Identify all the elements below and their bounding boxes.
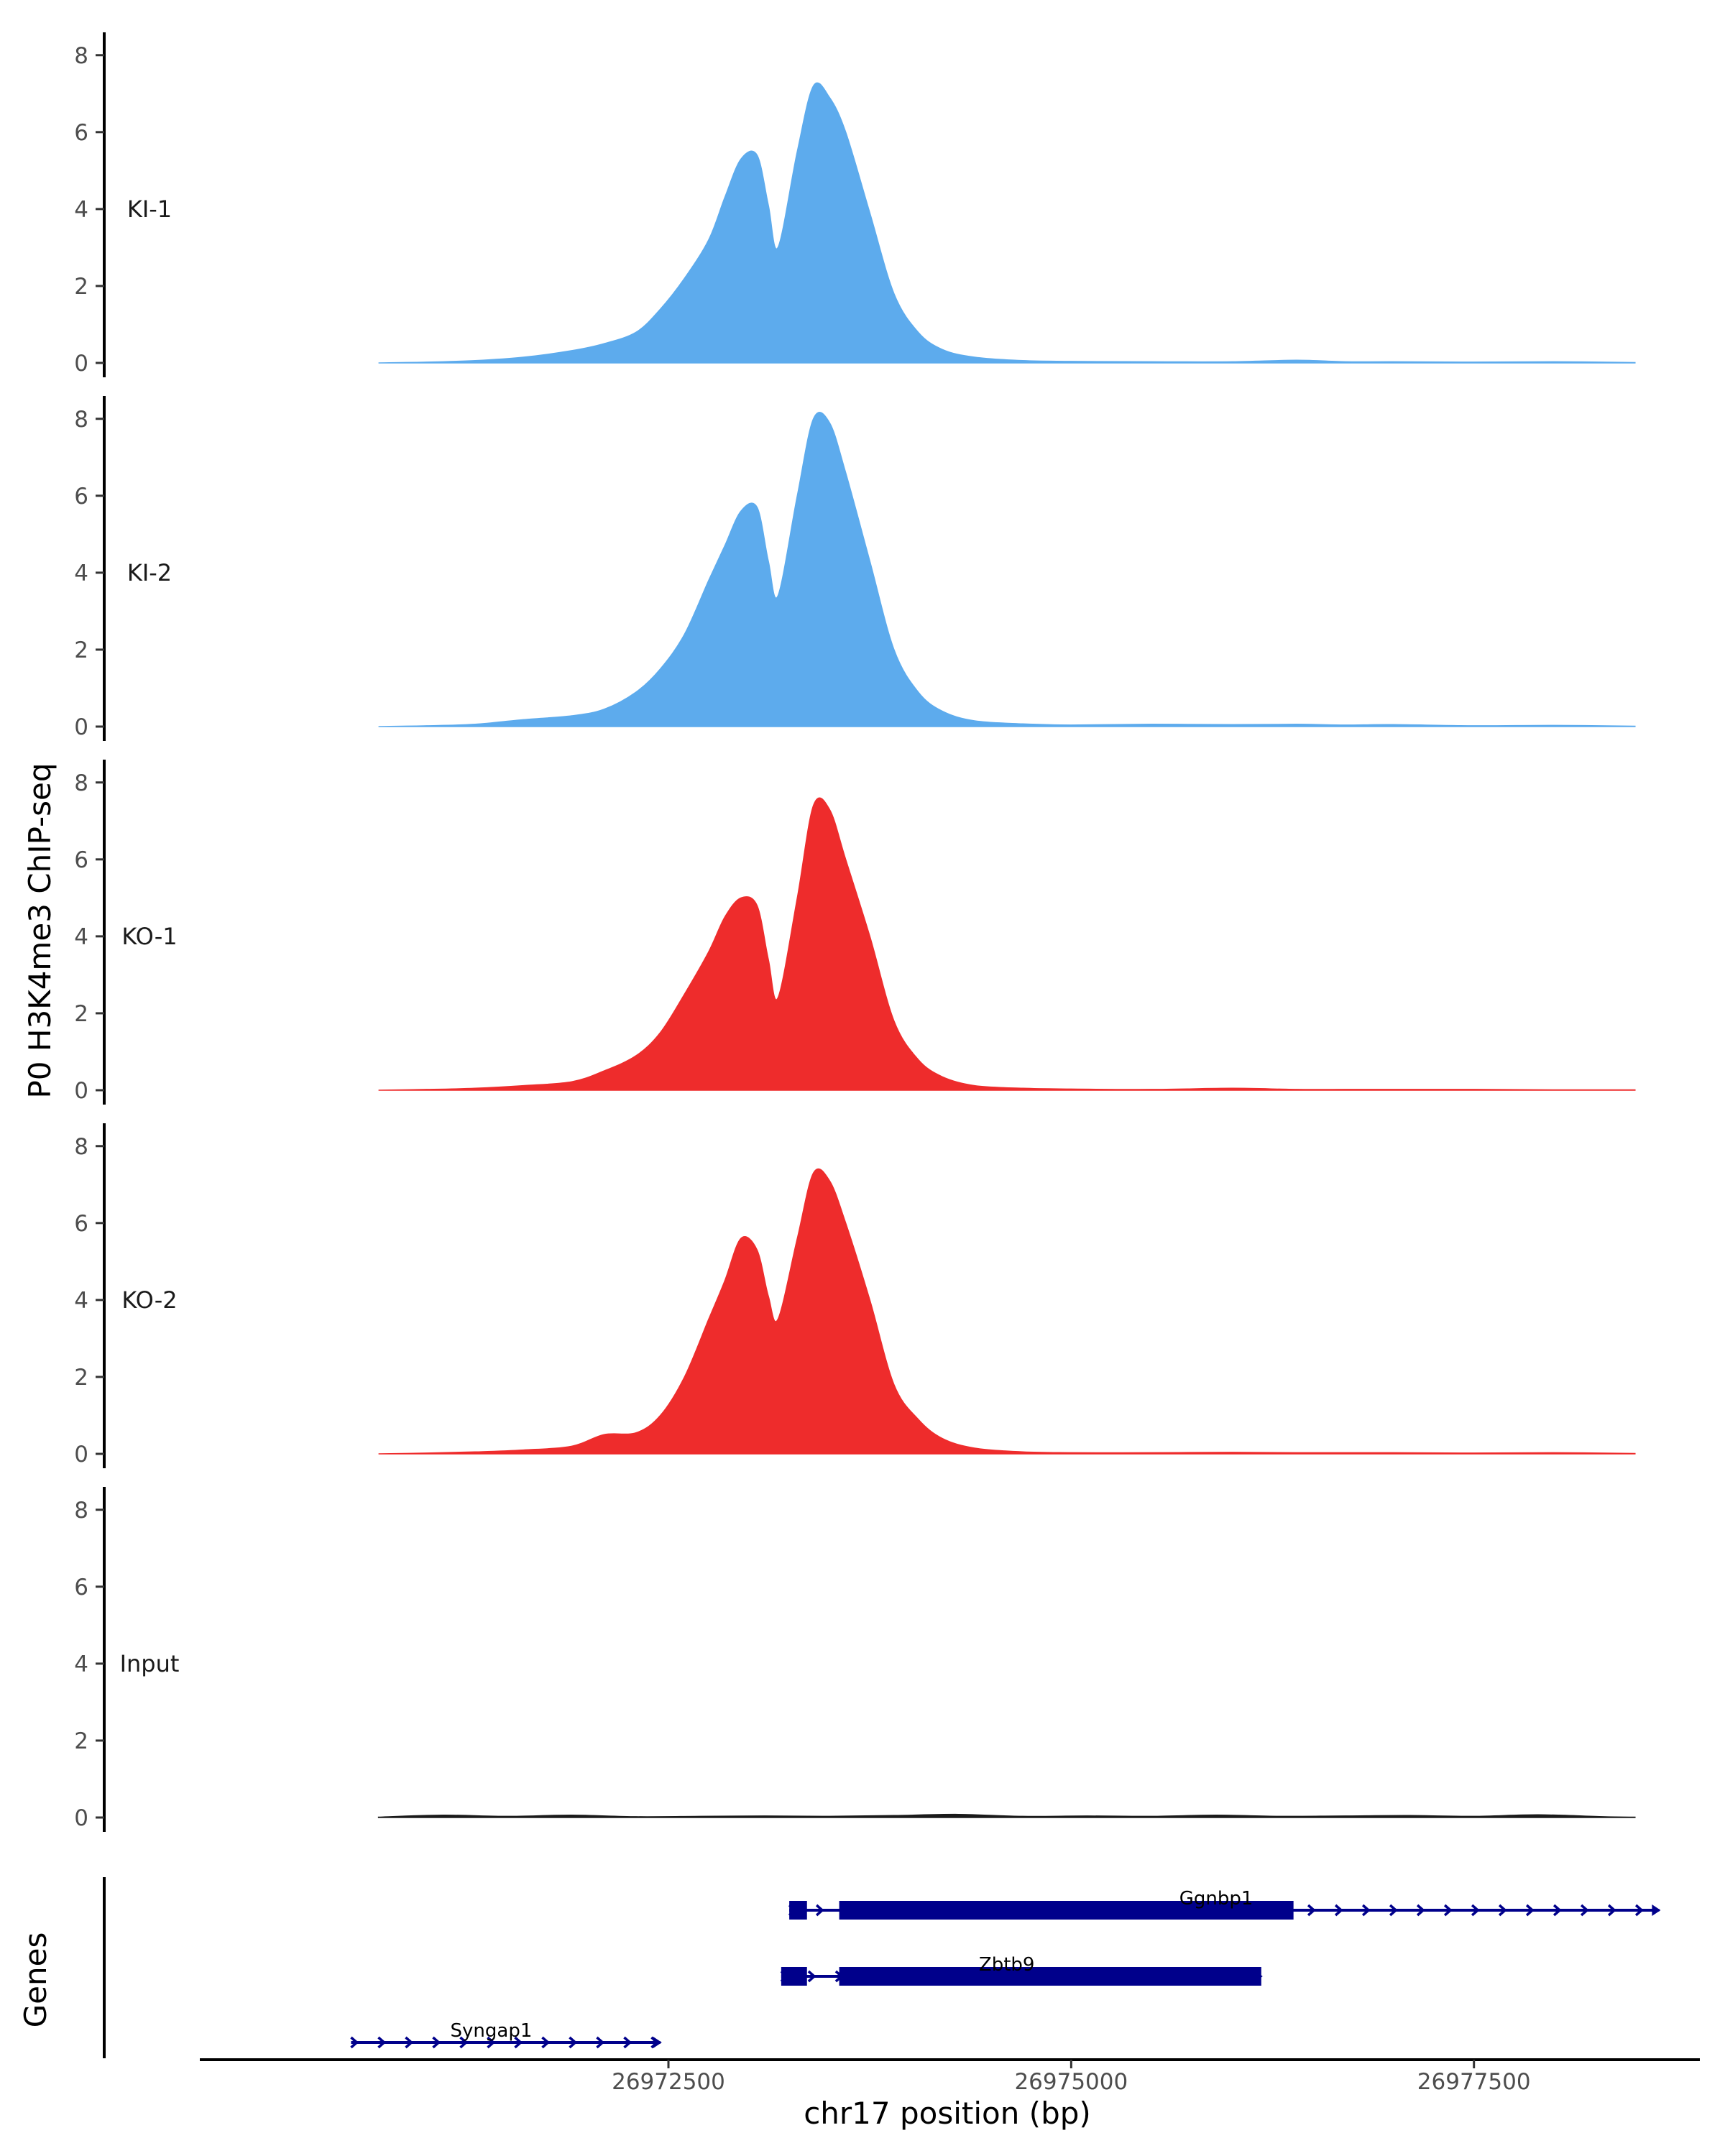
strand-arrow [807,1970,816,1983]
y-tick-label: 0 [74,1442,88,1468]
x-axis-title: chr17 position (bp) [804,2096,1091,2131]
y-tick-label: 4 [74,197,88,223]
gene-syngap1: Syngap1 [350,2020,662,2049]
track-panel-ki-1: 0 2 4 6 8 KI-1 [74,32,1636,377]
coverage-area-ki-2 [378,411,1636,727]
gene-exon [839,1901,1294,1920]
strand-arrow [1525,1904,1535,1917]
strand-arrow [815,1904,824,1917]
y-tick-label: 8 [74,407,88,433]
y-tick-label: 6 [74,484,88,510]
y-tick-label: 4 [74,1288,88,1314]
strand-arrow [405,2036,414,2049]
coverage-area-ko-2 [378,1168,1636,1455]
strand-arrow [1607,1904,1616,1917]
track-panel-input: 0 2 4 6 8 Input [74,1487,1636,1832]
y-tick-label: 2 [74,1728,88,1754]
y-tick-label: 6 [74,1211,88,1237]
strand-arrow [1498,1904,1507,1917]
track-label-ki-1: KI-1 [127,195,172,223]
y-tick-label: 2 [74,637,88,663]
track-panel-ko-1: 0 2 4 6 8 KO-1 [74,760,1636,1105]
strand-arrow [1471,1904,1480,1917]
y-tick-label: 0 [74,351,88,377]
gene-exon [781,1967,807,1986]
track-label-ko-2: KO-2 [121,1286,177,1314]
gene-gnpbp1: Ggnbp1 [788,1888,1661,1920]
strand-arrow [459,2036,469,2049]
strand-arrow [596,2036,605,2049]
y-tick-label: 0 [74,1078,88,1104]
gene-label-syngap1: Syngap1 [451,2020,533,2042]
strand-arrow [1634,1904,1644,1917]
coverage-area-input [377,1813,1636,1818]
strand-arrow [487,2036,496,2049]
gene-end-arrow [653,2037,662,2048]
strand-arrow [1580,1904,1589,1917]
strand-arrow [1361,1904,1371,1917]
coverage-area-ko-1 [378,797,1636,1091]
y-tick-label: 0 [74,714,88,740]
y-tick-label: 4 [74,561,88,586]
strand-arrow [350,2036,359,2049]
gene-label-zbtb9: Zbtb9 [979,1954,1035,1976]
track-label-ki-2: KI-2 [127,559,172,586]
y-tick-label: 6 [74,847,88,873]
strand-arrow [1416,1904,1425,1917]
y-tick-label: 6 [74,120,88,146]
x-axis: 26972500 26975000 26977500 [200,2058,1700,2095]
y-tick-label: 4 [74,1651,88,1677]
y-tick-label: 0 [74,1805,88,1831]
y-tick-label: 2 [74,1365,88,1391]
track-label-ko-1: KO-1 [121,923,177,950]
gene-label-gnpbp1: Ggnbp1 [1179,1888,1254,1909]
gene-exon [839,1967,1261,1986]
x-tick-label: 26975000 [1014,2069,1128,2095]
y-tick-label: 2 [74,1001,88,1027]
strand-arrow [623,2036,632,2049]
genes-layer: Ggnbp1 Zbtb9 Syngap1 [103,1877,1661,2058]
strand-arrow [569,2036,578,2049]
tracks-layer: 0 2 4 6 8 KI-1 0 2 4 6 8 KI-2 0 2 4 6 8 KO-1 0 2 4 6 8 KO-2 0 2 4 6… [74,32,1636,1832]
track-label-input: Input [120,1650,180,1677]
track-panel-ki-2: 0 2 4 6 8 KI-2 [74,396,1636,741]
genes-axis-title: Genes [18,1932,53,2028]
gene-end-arrow [1652,1904,1661,1916]
strand-arrow [514,2036,523,2049]
x-tick-label: 26977500 [1417,2069,1531,2095]
y-tick-label: 4 [74,924,88,950]
strand-arrow [1389,1904,1398,1917]
strand-arrow [1552,1904,1562,1917]
y-tick-label: 8 [74,1134,88,1160]
y-tick-label: 8 [74,43,88,69]
x-tick-label: 26972500 [612,2069,725,2095]
gene-zbtb9: Zbtb9 [780,1954,1263,1986]
strand-arrow [541,2036,551,2049]
y-tick-label: 8 [74,770,88,796]
strand-arrow [1307,1904,1316,1917]
y-axis-title: P0 H3K4me3 ChIP-seq [22,763,58,1098]
strand-arrow [1334,1904,1343,1917]
track-panel-ko-2: 0 2 4 6 8 KO-2 [74,1123,1636,1468]
coverage-area-ki-1 [378,82,1636,364]
strand-arrow [1443,1904,1453,1917]
strand-arrow [377,2036,387,2049]
strand-arrow [432,2036,441,2049]
gene-exon [789,1901,807,1920]
y-tick-label: 8 [74,1498,88,1524]
y-tick-label: 6 [74,1575,88,1600]
y-tick-label: 2 [74,274,88,300]
